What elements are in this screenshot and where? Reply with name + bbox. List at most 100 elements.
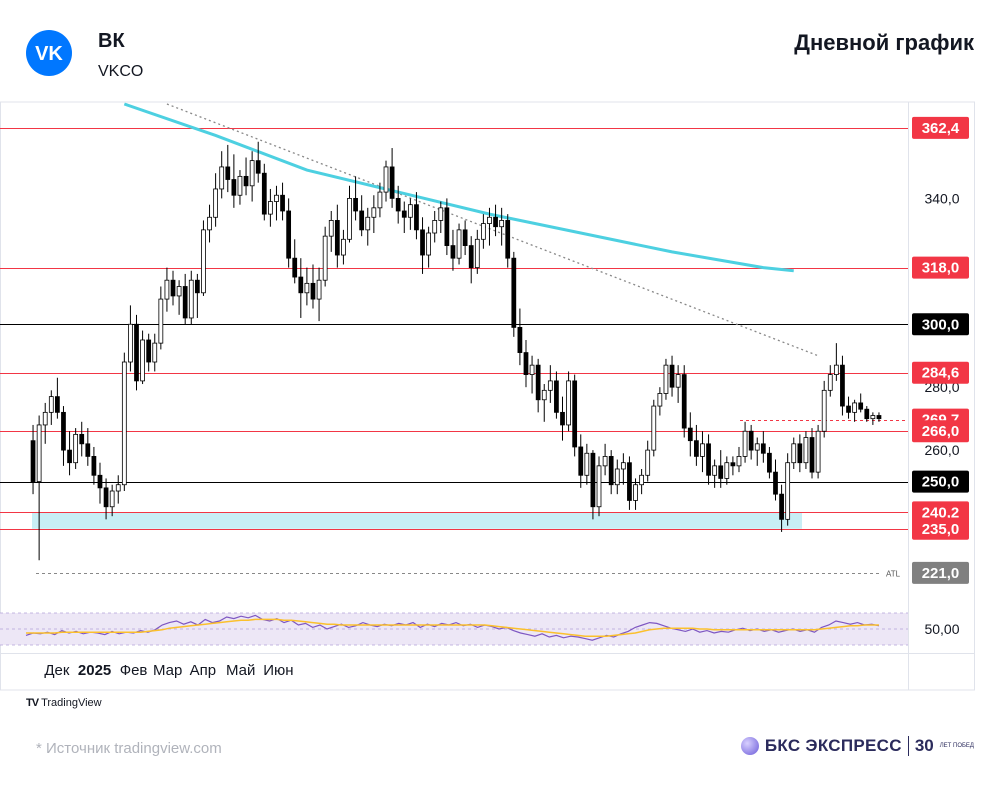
candle-body bbox=[870, 415, 876, 420]
price-tag bbox=[912, 116, 969, 139]
candle-body bbox=[140, 339, 145, 382]
candle-body bbox=[736, 456, 742, 467]
candle-body bbox=[426, 232, 431, 256]
candle-body bbox=[365, 216, 371, 231]
candle-body bbox=[85, 443, 91, 457]
candle-body bbox=[614, 468, 620, 486]
candle-body bbox=[827, 374, 833, 391]
bcs-logo-icon bbox=[740, 737, 759, 755]
price-tag bbox=[912, 470, 969, 493]
candle-body bbox=[864, 408, 870, 420]
candle-body bbox=[121, 361, 127, 486]
candle-body bbox=[109, 490, 115, 508]
price-tag bbox=[912, 561, 969, 584]
candle-body bbox=[128, 323, 133, 363]
chart-frame bbox=[0, 101, 975, 691]
tradingview-label: TradingView bbox=[41, 697, 102, 709]
tradingview-logo-icon: TV bbox=[26, 697, 39, 709]
chart-header: VK ВК VKCO Дневной график bbox=[0, 0, 1000, 100]
candle-body bbox=[341, 238, 346, 256]
x-tick-label: Июн bbox=[263, 662, 293, 679]
candle-body bbox=[420, 229, 425, 256]
candle-body bbox=[511, 257, 517, 328]
candle-body bbox=[292, 257, 298, 278]
candle-body bbox=[280, 194, 285, 212]
candle-body bbox=[152, 342, 158, 363]
x-tick-label: Фев bbox=[120, 662, 148, 679]
price-tag-label: 266,0 bbox=[922, 423, 960, 440]
candle-body bbox=[535, 364, 541, 401]
price-tag bbox=[912, 420, 969, 443]
candle-body bbox=[231, 179, 237, 196]
x-tick-label: Дек bbox=[44, 662, 70, 679]
candle-body bbox=[237, 175, 243, 196]
candle-body bbox=[407, 204, 413, 218]
candle-body bbox=[201, 229, 206, 294]
candle-body bbox=[274, 194, 279, 202]
candle-body bbox=[170, 279, 176, 297]
atl-tag: ATL bbox=[886, 570, 901, 579]
candle-body bbox=[675, 374, 681, 388]
candle-body bbox=[815, 430, 821, 473]
candle-body bbox=[541, 389, 547, 401]
candle-body bbox=[773, 471, 778, 495]
candle-body bbox=[821, 389, 827, 432]
candle-body bbox=[67, 449, 72, 464]
candle-body bbox=[55, 396, 60, 413]
candlestick-chart: ATL50,00340,0280,0260,0362,4318,0300,028… bbox=[0, 101, 975, 691]
candle-body bbox=[462, 229, 468, 246]
x-tick-label: Апр bbox=[190, 662, 216, 679]
candle-body bbox=[36, 424, 42, 482]
candle-body bbox=[243, 175, 249, 187]
price-tag bbox=[912, 361, 969, 384]
price-tag-label: 318,0 bbox=[922, 260, 960, 277]
source-note: * Источник tradingview.com bbox=[36, 740, 222, 757]
candle-body bbox=[633, 484, 638, 501]
rsi-ma-line bbox=[26, 618, 879, 637]
price-tag-label: 300,0 bbox=[922, 316, 960, 333]
price-tag bbox=[912, 256, 969, 279]
candle-body bbox=[468, 245, 474, 269]
x-tick-label: Май bbox=[226, 662, 255, 679]
candle-body bbox=[194, 279, 200, 294]
candle-body bbox=[681, 374, 687, 429]
candle-body bbox=[182, 286, 188, 319]
candle-body bbox=[359, 210, 365, 231]
candle-body bbox=[450, 245, 456, 259]
candle-body bbox=[30, 440, 36, 482]
candle-body bbox=[134, 323, 139, 382]
rsi-axis-label: 50,00 bbox=[924, 621, 959, 637]
candle-body bbox=[255, 160, 261, 174]
candle-body bbox=[760, 443, 766, 454]
candle-body bbox=[657, 393, 663, 407]
candle-body bbox=[61, 411, 66, 451]
candle-body bbox=[353, 197, 358, 212]
candle-body bbox=[304, 282, 310, 294]
candle-body bbox=[627, 462, 632, 501]
candle-body bbox=[383, 166, 389, 193]
candle-body bbox=[840, 364, 845, 407]
candle-body bbox=[115, 484, 121, 492]
candle-body bbox=[529, 364, 535, 375]
candle-body bbox=[572, 380, 578, 448]
candle-body bbox=[547, 380, 553, 391]
price-tag bbox=[912, 313, 969, 336]
candle-body bbox=[146, 339, 152, 363]
candle-body bbox=[188, 279, 194, 319]
candle-body bbox=[213, 188, 218, 218]
candle-body bbox=[724, 462, 730, 479]
candle-body bbox=[523, 352, 529, 375]
candle-body bbox=[596, 465, 602, 508]
rsi-band bbox=[0, 613, 908, 645]
candle-body bbox=[73, 433, 79, 464]
candle-body bbox=[487, 216, 492, 224]
y-tick-label: 260,0 bbox=[924, 442, 959, 458]
candle-body bbox=[669, 364, 675, 388]
candle-body bbox=[590, 452, 596, 508]
candle-body bbox=[268, 201, 273, 215]
candle-body bbox=[225, 166, 231, 180]
price-tag-label: 240,2 bbox=[922, 504, 960, 521]
candle-body bbox=[566, 380, 571, 426]
candle-body bbox=[481, 223, 486, 240]
candle-body bbox=[554, 380, 559, 413]
